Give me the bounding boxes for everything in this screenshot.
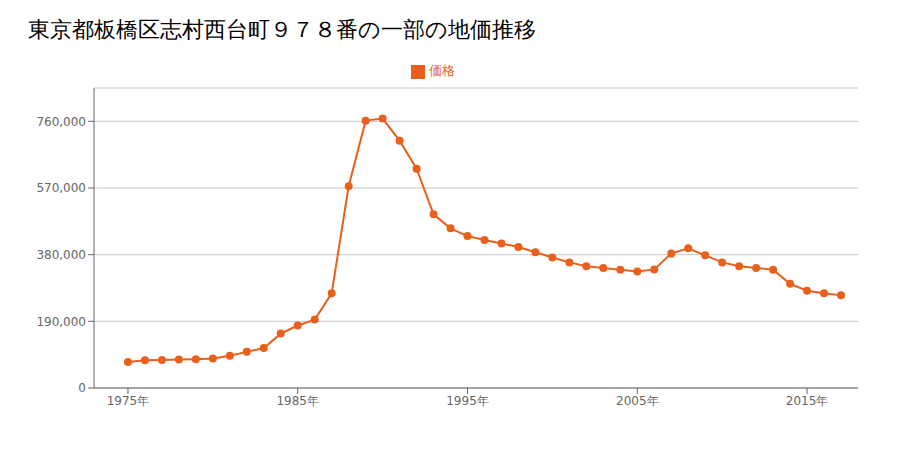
svg-text:760,000: 760,000 [36,115,86,129]
svg-text:2005年: 2005年 [616,394,659,408]
svg-text:570,000: 570,000 [36,181,86,195]
svg-text:1985年: 1985年 [276,394,319,408]
svg-text:1995年: 1995年 [446,394,489,408]
svg-text:190,000: 190,000 [36,315,86,329]
svg-text:1975年: 1975年 [107,394,150,408]
svg-text:2015年: 2015年 [786,394,829,408]
svg-text:0: 0 [78,381,86,395]
svg-text:380,000: 380,000 [36,248,86,262]
html-text:価格: 価格 [429,63,455,78]
html-text:東京都板橋区志村西台町９７８番の一部の地価推移: 東京都板橋区志村西台町９７８番の一部の地価推移 [28,17,536,42]
